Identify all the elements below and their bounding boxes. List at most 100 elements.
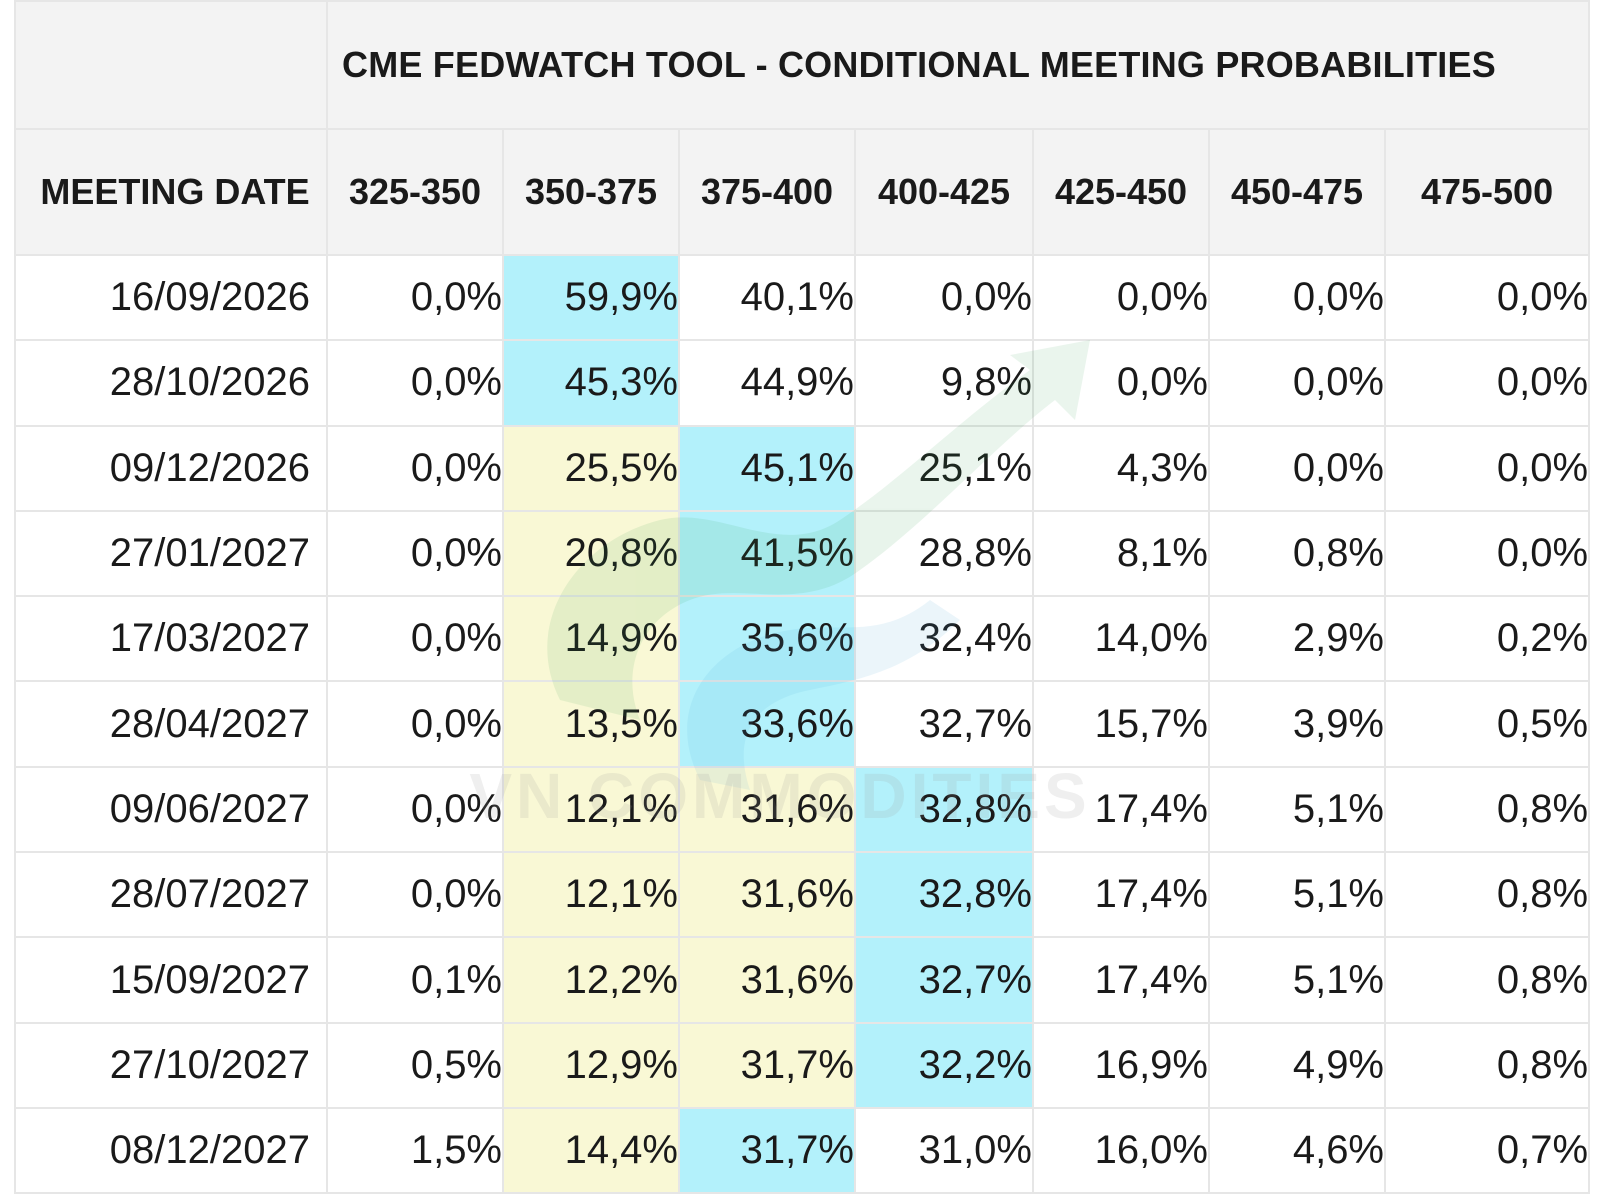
probability-cell: 14,0%: [1032, 595, 1210, 683]
probability-cell: 31,6%: [678, 765, 856, 854]
probability-cell: 0,0%: [326, 339, 504, 427]
probability-cell: 0,8%: [1383, 936, 1591, 1024]
probability-cell: 4,6%: [1208, 1106, 1386, 1195]
table-row: 09/12/2026 0,0% 25,5% 45,1% 25,1% 4,3% 0,0% 0,0…: [14, 424, 1591, 512]
meeting-date-cell: 08/12/2027: [14, 1106, 328, 1195]
corner-cell: [14, 0, 328, 130]
probability-cell: 15,7%: [1032, 680, 1210, 768]
probability-cell: 31,6%: [678, 936, 856, 1024]
probability-cell: 32,7%: [854, 936, 1034, 1024]
probability-cell: 32,4%: [854, 595, 1034, 683]
probability-cell: 31,6%: [678, 851, 856, 939]
table-row: 28/10/2026 0,0% 45,3% 44,9% 9,8% 0,0% 0,0% 0,0%: [14, 339, 1591, 427]
probability-cell: 35,6%: [678, 595, 856, 683]
probability-cell: 16,9%: [1032, 1021, 1210, 1109]
table-row: 27/10/2027 0,5% 12,9% 31,7% 32,2% 16,9% 4,9% 0,…: [14, 1021, 1591, 1109]
probability-cell: 0,5%: [326, 1021, 504, 1109]
probability-cell: 12,1%: [502, 851, 680, 939]
probability-cell: 5,1%: [1208, 851, 1386, 939]
meeting-date-cell: 27/10/2027: [14, 1021, 328, 1109]
probability-cell: 0,1%: [326, 936, 504, 1024]
probability-cell: 0,0%: [1383, 253, 1591, 342]
probability-cell: 9,8%: [854, 339, 1034, 427]
probability-cell: 32,7%: [854, 680, 1034, 768]
column-header-350-375: 350-375: [502, 128, 680, 256]
probability-cell: 17,4%: [1032, 851, 1210, 939]
meeting-date-cell: 17/03/2027: [14, 595, 328, 683]
probability-cell: 0,0%: [854, 253, 1034, 342]
meeting-date-header: MEETING DATE: [14, 128, 328, 256]
probability-cell: 0,8%: [1208, 509, 1386, 598]
table-title: CME FEDWATCH TOOL - CONDITIONAL MEETING …: [325, 0, 1591, 130]
probability-cell: 31,7%: [678, 1021, 856, 1109]
title-row: CME FEDWATCH TOOL - CONDITIONAL MEETING …: [14, 0, 1591, 130]
probability-cell: 2,9%: [1208, 595, 1386, 683]
probability-cell: 0,5%: [1383, 680, 1591, 768]
table-row: 16/09/2026 0,0% 59,9% 40,1% 0,0% 0,0% 0,0% 0,0%: [14, 253, 1591, 342]
probability-cell: 0,0%: [326, 253, 504, 342]
table-row: 09/06/2027 0,0% 12,1% 31,6% 32,8% 17,4% 5,1% 0,…: [14, 765, 1591, 854]
table-body: 16/09/2026 0,0% 59,9% 40,1% 0,0% 0,0% 0,0% 0,0%…: [14, 253, 1591, 1195]
probability-cell: 0,0%: [326, 424, 504, 512]
column-header-425-450: 425-450: [1032, 128, 1210, 256]
probability-cell: 0,0%: [1208, 253, 1386, 342]
probability-cell: 0,0%: [326, 851, 504, 939]
probability-cell: 0,0%: [326, 595, 504, 683]
probability-cell: 40,1%: [678, 253, 856, 342]
probability-cell: 0,2%: [1383, 595, 1591, 683]
column-header-475-500: 475-500: [1383, 128, 1591, 256]
probability-cell: 0,0%: [326, 509, 504, 598]
probability-cell: 8,1%: [1032, 509, 1210, 598]
probability-cell: 20,8%: [502, 509, 680, 598]
probability-cell: 16,0%: [1032, 1106, 1210, 1195]
probability-cell: 33,6%: [678, 680, 856, 768]
probability-cell: 0,0%: [326, 765, 504, 854]
meeting-date-cell: 28/04/2027: [14, 680, 328, 768]
probability-cell: 12,2%: [502, 936, 680, 1024]
table-row: 28/04/2027 0,0% 13,5% 33,6% 32,7% 15,7% 3,9% 0,…: [14, 680, 1591, 768]
probability-cell: 0,0%: [326, 680, 504, 768]
probability-cell: 0,0%: [1383, 424, 1591, 512]
probability-cell: 0,8%: [1383, 1021, 1591, 1109]
probability-cell: 12,9%: [502, 1021, 680, 1109]
probability-cell: 17,4%: [1032, 936, 1210, 1024]
probability-cell: 0,0%: [1383, 339, 1591, 427]
probability-cell: 14,9%: [502, 595, 680, 683]
probability-cell: 0,8%: [1383, 851, 1591, 939]
probability-cell: 4,3%: [1032, 424, 1210, 512]
probability-cell: 12,1%: [502, 765, 680, 854]
probability-cell: 13,5%: [502, 680, 680, 768]
probability-cell: 17,4%: [1032, 765, 1210, 854]
probability-cell: 0,0%: [1383, 509, 1591, 598]
probability-cell: 4,9%: [1208, 1021, 1386, 1109]
probability-cell: 25,5%: [502, 424, 680, 512]
probability-cell: 32,2%: [854, 1021, 1034, 1109]
probability-cell: 3,9%: [1208, 680, 1386, 768]
table-row: 08/12/2027 1,5% 14,4% 31,7% 31,0% 16,0% 4,6% 0,…: [14, 1106, 1591, 1195]
table-row: 27/01/2027 0,0% 20,8% 41,5% 28,8% 8,1% 0,8% 0,0…: [14, 509, 1591, 598]
column-header-375-400: 375-400: [678, 128, 856, 256]
meeting-date-cell: 09/06/2027: [14, 765, 328, 854]
probability-cell: 0,0%: [1208, 424, 1386, 512]
probability-cell: 32,8%: [854, 765, 1034, 854]
probability-cell: 0,8%: [1383, 765, 1591, 854]
probability-cell: 41,5%: [678, 509, 856, 598]
probability-cell: 5,1%: [1208, 765, 1386, 854]
probability-cell: 0,0%: [1208, 339, 1386, 427]
probability-cell: 14,4%: [502, 1106, 680, 1195]
probability-cell: 0,7%: [1383, 1106, 1591, 1195]
probability-cell: 45,3%: [502, 339, 680, 427]
probability-cell: 32,8%: [854, 851, 1034, 939]
meeting-date-cell: 28/07/2027: [14, 851, 328, 939]
column-header-row: MEETING DATE 325-350 350-375 375-400 400-42…: [14, 128, 1591, 256]
probability-cell: 1,5%: [326, 1106, 504, 1195]
column-header-400-425: 400-425: [854, 128, 1034, 256]
probability-cell: 59,9%: [502, 253, 680, 342]
probability-cell: 44,9%: [678, 339, 856, 427]
probability-cell: 31,7%: [678, 1106, 856, 1195]
probability-cell: 28,8%: [854, 509, 1034, 598]
column-header-325-350: 325-350: [326, 128, 504, 256]
meeting-date-cell: 27/01/2027: [14, 509, 328, 598]
probability-cell: 0,0%: [1032, 253, 1210, 342]
